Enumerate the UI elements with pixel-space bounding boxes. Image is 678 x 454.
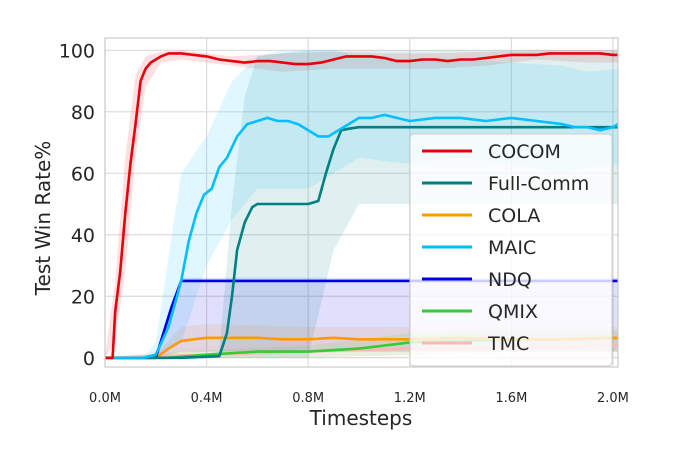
y-tick-label: 100 bbox=[59, 40, 95, 62]
line-cocom bbox=[105, 52, 618, 360]
y-tick-label: 40 bbox=[71, 225, 95, 247]
x-tick-label: 1.2M bbox=[394, 391, 426, 406]
y-tick-label: 60 bbox=[71, 163, 95, 185]
legend-label: QMIX bbox=[488, 301, 538, 323]
legend-label: Full-Comm bbox=[488, 173, 589, 195]
x-tick-label: 0.4M bbox=[191, 391, 223, 406]
legend-label: NDQ bbox=[488, 269, 532, 291]
legend-label: MAIC bbox=[488, 237, 536, 259]
legend-box bbox=[409, 133, 613, 367]
legend-label: COLA bbox=[488, 205, 540, 227]
y-axis-label: Test Win Rate% bbox=[31, 141, 55, 297]
legend-label: TMC bbox=[487, 333, 529, 355]
legend-label: COCOM bbox=[488, 141, 561, 163]
plot-frame bbox=[104, 37, 619, 368]
line-full-comm bbox=[105, 125, 618, 360]
x-axis-ticks: 0.0M 0.4M 0.8M 1.2M 1.6M 2.0M bbox=[89, 391, 629, 406]
y-tick-label: 0 bbox=[83, 348, 95, 370]
x-tick-label: 0.8M bbox=[292, 391, 324, 406]
x-tick-label: 1.6M bbox=[495, 391, 527, 406]
x-tick-label: 0.0M bbox=[89, 391, 121, 406]
legend: COCOM Full-Comm COLA MAIC NDQ QMIX TMC bbox=[409, 133, 613, 367]
x-tick-label: 2.0M bbox=[597, 391, 629, 406]
y-tick-label: 80 bbox=[71, 102, 95, 124]
x-axis-label: Timesteps bbox=[309, 406, 413, 430]
y-tick-label: 20 bbox=[71, 286, 95, 308]
y-axis-ticks: 0 20 40 60 80 100 bbox=[59, 40, 95, 369]
line-maic bbox=[105, 113, 619, 360]
